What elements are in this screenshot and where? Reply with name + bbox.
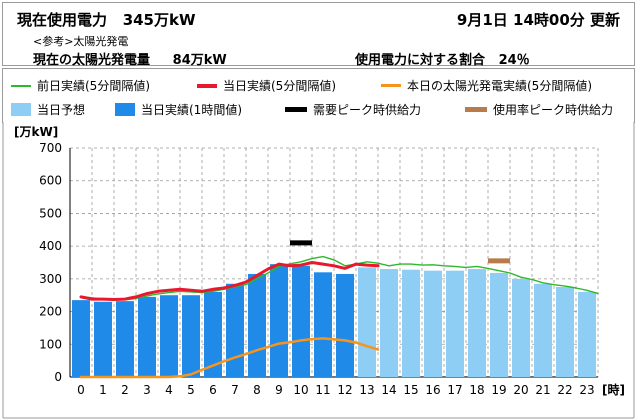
- solar-label: 現在の太陽光発電量: [33, 53, 151, 68]
- legend-item-solar: 本日の太陽光発電実績(5分間隔値): [381, 77, 592, 94]
- x-tick-label: 15: [403, 383, 418, 397]
- current-usage: 現在使用電力 345万kW: [17, 9, 196, 30]
- y-axis-unit: [万kW]: [14, 125, 58, 139]
- hourly-actual-bar: [203, 291, 223, 377]
- x-tick-label: 7: [231, 383, 239, 397]
- x-tick-label: 19: [491, 383, 506, 397]
- forecast-bar: [423, 270, 443, 377]
- x-tick-label: 17: [447, 383, 462, 397]
- forecast-bar: [533, 283, 553, 377]
- x-tick-label: 10: [293, 383, 308, 397]
- x-tick-label: 8: [253, 383, 261, 397]
- solar-line: [79, 337, 380, 379]
- y-tick-label: 100: [39, 337, 62, 351]
- legend-swatch-today5: [197, 83, 217, 88]
- y-tick-label: 400: [39, 239, 62, 253]
- hourly-actual-bar: [269, 264, 289, 377]
- y-tick-label: 300: [39, 272, 62, 286]
- ratio-value: 24％: [498, 53, 530, 68]
- ratio-label: 使用電力に対する割合: [355, 53, 486, 68]
- x-tick-label: 0: [77, 383, 85, 397]
- legend-swatch-forecast: [11, 103, 31, 116]
- legend-swatch-hourly: [115, 103, 135, 116]
- solar-value: 84万kW: [172, 53, 227, 68]
- forecast-bar: [379, 269, 399, 377]
- solar-generation: 現在の太陽光発電量 84万kW: [33, 49, 227, 68]
- hourly-actual-bar: [71, 300, 91, 377]
- forecast-bar: [445, 270, 465, 377]
- y-tick-label: 700: [39, 141, 62, 155]
- y-tick-label: 600: [39, 174, 62, 188]
- hourly-actual-bar: [181, 295, 201, 377]
- chart-legend: 前日実績(5分間隔値) 当日実績(5分間隔値) 本日の太陽光発電実績(5分間隔値…: [2, 68, 635, 123]
- x-tick-label: 2: [121, 383, 129, 397]
- peak-usage-marker: [488, 258, 510, 264]
- x-tick-label: 16: [425, 383, 440, 397]
- x-tick-label: 21: [535, 383, 550, 397]
- x-tick-label: 12: [337, 383, 352, 397]
- y-tick-label: 0: [54, 370, 62, 384]
- current-usage-label: 現在使用電力: [17, 11, 108, 29]
- forecast-bar: [555, 287, 575, 377]
- hourly-actual-bar: [291, 265, 311, 377]
- legend-label-solar: 本日の太陽光発電実績(5分間隔値): [407, 79, 592, 93]
- summary-panel: 現在使用電力 345万kW 9月1日 14時00分 更新 <参考>太陽光発電 現…: [2, 2, 635, 68]
- today-5min-line: [79, 261, 380, 301]
- peak-demand-marker: [290, 240, 312, 246]
- legend-swatch-peak-demand: [285, 107, 307, 112]
- legend-label-hourly: 当日実績(1時間値): [141, 103, 242, 117]
- forecast-bar: [401, 269, 421, 377]
- legend-swatch-prev: [11, 84, 31, 87]
- current-usage-value: 345万kW: [122, 11, 196, 29]
- x-tick-label: 1: [99, 383, 107, 397]
- forecast-bar: [489, 272, 509, 377]
- x-axis-unit: [時]: [602, 382, 625, 397]
- hourly-actual-bar: [159, 295, 179, 377]
- hourly-actual-bar: [313, 272, 333, 377]
- update-time: 9月1日 14時00分 更新: [456, 11, 620, 29]
- legend-label-peak-demand: 需要ピーク時供給力: [313, 103, 422, 117]
- x-tick-label: 4: [165, 383, 173, 397]
- x-tick-label: 3: [143, 383, 151, 397]
- hourly-actual-bar: [115, 301, 135, 377]
- previous-day-line: [80, 255, 599, 301]
- legend-item-today5: 当日実績(5分間隔値): [197, 77, 336, 94]
- x-tick-label: 20: [513, 383, 528, 397]
- x-tick-label: 13: [359, 383, 374, 397]
- x-tick-label: 14: [381, 383, 396, 397]
- y-tick-label: 200: [39, 305, 62, 319]
- x-tick-label: 5: [187, 383, 195, 397]
- legend-swatch-solar: [381, 84, 401, 87]
- y-tick-label: 500: [39, 206, 62, 220]
- legend-item-peak-demand: 需要ピーク時供給力: [285, 101, 421, 118]
- legend-item-forecast: 当日予想: [11, 101, 85, 118]
- legend-label-forecast: 当日予想: [37, 103, 86, 117]
- reference-note: <参考>太陽光発電: [33, 35, 129, 48]
- legend-label-prev: 前日実績(5分間隔値): [37, 79, 150, 93]
- legend-label-today5: 当日実績(5分間隔値): [223, 79, 336, 93]
- x-tick-label: 9: [275, 383, 283, 397]
- hourly-actual-bar: [93, 301, 113, 377]
- x-tick-label: 22: [557, 383, 572, 397]
- forecast-bar: [511, 278, 531, 377]
- hourly-actual-bar: [247, 273, 267, 377]
- solar-ratio: 使用電力に対する割合 24％: [355, 49, 530, 68]
- legend-item-prev: 前日実績(5分間隔値): [11, 77, 150, 94]
- forecast-bar: [357, 267, 377, 377]
- legend-item-peak-usage: 使用率ピーク時供給力: [465, 101, 613, 118]
- forecast-bar: [467, 269, 487, 377]
- legend-label-peak-usage: 使用率ピーク時供給力: [493, 103, 614, 117]
- x-tick-label: 23: [579, 383, 594, 397]
- x-tick-label: 6: [209, 383, 217, 397]
- legend-swatch-peak-usage: [465, 107, 487, 112]
- forecast-bar: [577, 291, 597, 377]
- legend-item-hourly: 当日実績(1時間値): [115, 101, 242, 118]
- hourly-actual-bar: [225, 283, 245, 377]
- hourly-actual-bar: [137, 296, 157, 377]
- hourly-actual-bar: [335, 273, 355, 377]
- x-tick-label: 18: [469, 383, 484, 397]
- x-tick-label: 11: [315, 383, 330, 397]
